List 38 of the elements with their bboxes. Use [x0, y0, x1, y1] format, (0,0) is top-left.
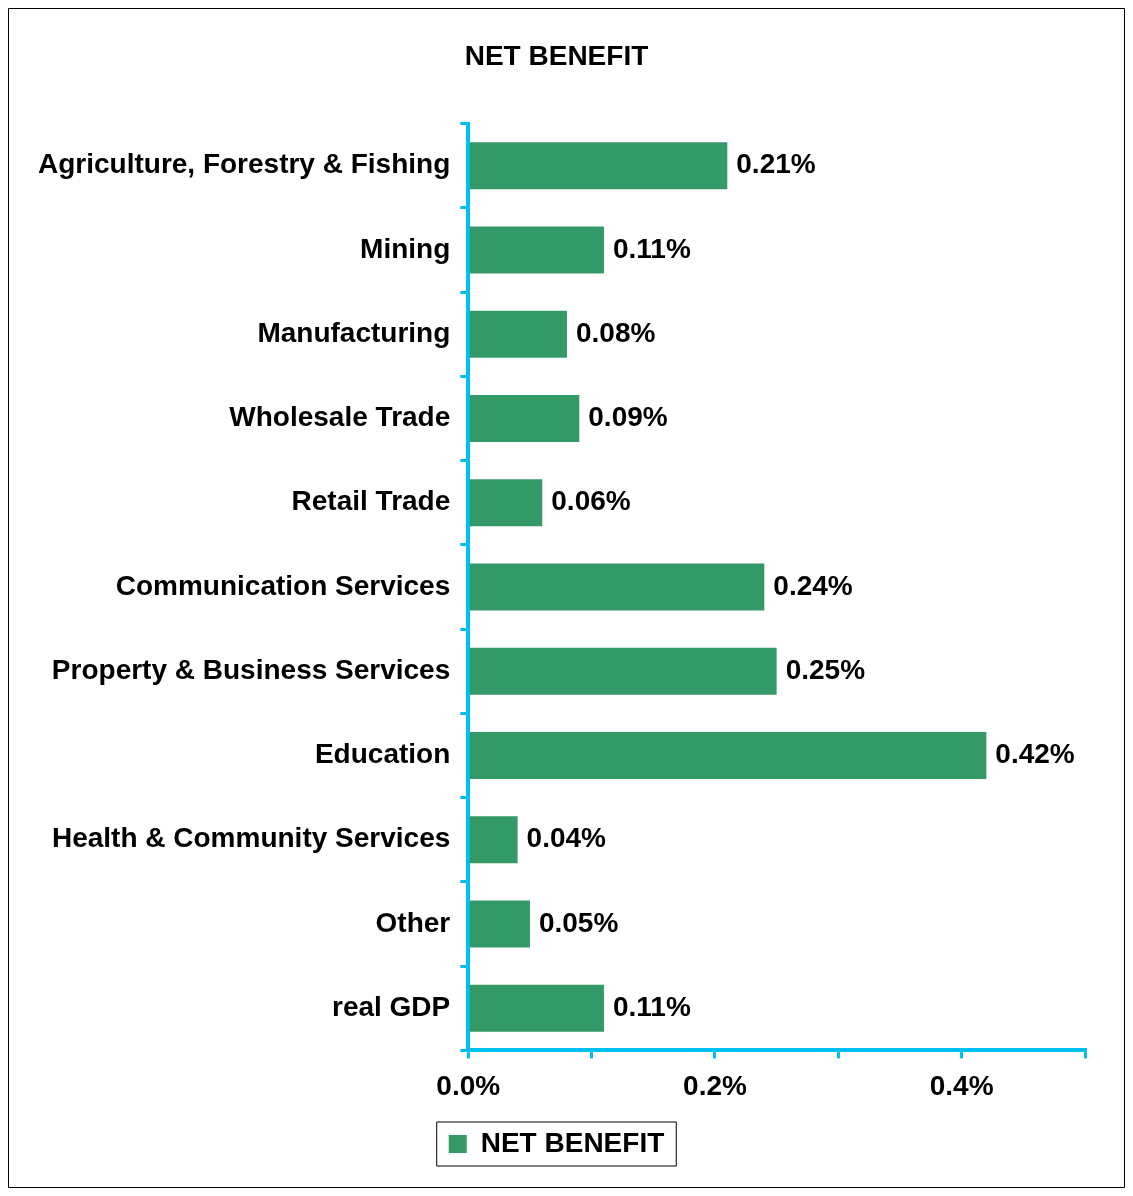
y-tick-label: real GDP [331, 990, 451, 1022]
y-tick-label: Education [314, 738, 451, 770]
x-tick-label: 0.0% [436, 1069, 501, 1101]
data-label: 0.21% [736, 148, 816, 180]
bar [469, 731, 987, 780]
y-tick-label: Communication Services [115, 569, 451, 601]
y-tick-label: Other [375, 906, 451, 938]
x-tick-label: 0.2% [683, 1069, 747, 1101]
bar [469, 563, 765, 611]
y-tick-label: Retail Trade [291, 485, 451, 517]
bar [469, 816, 518, 864]
data-label: 0.11% [612, 990, 691, 1022]
bar [469, 394, 580, 443]
legend-label: NET BENEFIT [480, 1126, 665, 1158]
bar [469, 226, 604, 274]
data-label: 0.04% [526, 822, 607, 854]
data-label: 0.42% [995, 738, 1075, 770]
y-tick-label: Health & Community Services [51, 822, 451, 854]
data-label: 0.08% [575, 316, 656, 348]
y-tick-label: Mining [360, 232, 451, 264]
y-tick-label: Agriculture, Forestry & Fishing [37, 148, 451, 180]
bar [469, 310, 567, 358]
bar [469, 900, 530, 948]
y-tick-label: Manufacturing [257, 316, 451, 348]
data-label: 0.05% [538, 906, 619, 938]
data-label: 0.11% [612, 232, 691, 264]
chart-title: NET BENEFIT [464, 39, 649, 71]
data-label: 0.25% [785, 653, 866, 685]
y-tick-label: Wholesale Trade [229, 401, 451, 433]
data-label: 0.09% [588, 401, 668, 433]
bar [469, 479, 543, 527]
data-label: 0.24% [773, 569, 853, 601]
bar [469, 984, 604, 1032]
bar [469, 647, 777, 695]
y-tick-label: Property & Business Services [51, 653, 451, 685]
data-label: 0.06% [551, 485, 631, 517]
x-tick-label: 0.4% [929, 1069, 994, 1101]
bar [469, 142, 728, 190]
